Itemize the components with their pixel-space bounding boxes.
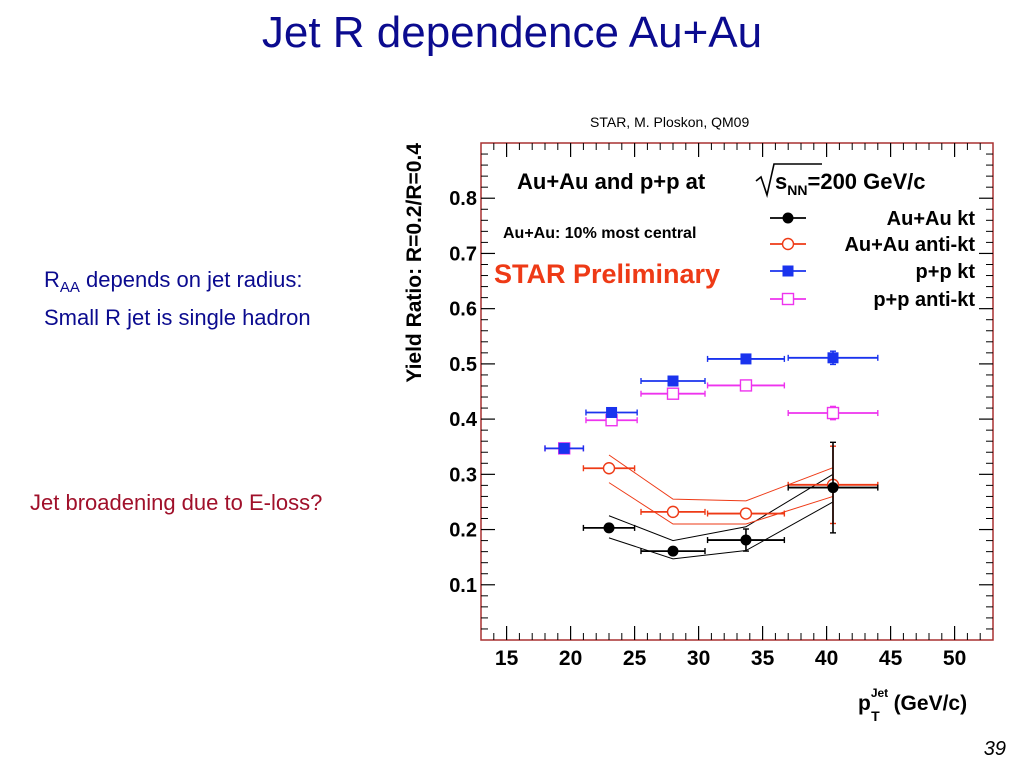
data-point	[667, 545, 679, 557]
plot-title-main: Au+Au and p+p at	[517, 169, 711, 194]
preliminary-label: STAR Preliminary	[494, 259, 720, 289]
y-tick-label: 0.8	[449, 188, 477, 210]
legend-marker	[782, 265, 794, 277]
plot-title-nn: NN	[787, 182, 807, 198]
slide-number: 39	[983, 738, 1006, 760]
x-axis-title-p: p	[858, 692, 871, 715]
x-tick-label: 20	[559, 647, 582, 670]
data-point	[666, 387, 680, 400]
y-axis-title: Yield Ratio: R=0.2/R=0.4	[403, 143, 426, 383]
note-raa-prefix: R	[44, 267, 60, 292]
legend-marker	[782, 212, 794, 224]
centrality-label: Au+Au: 10% most central	[503, 225, 696, 242]
legend-label: Au+Au anti-kt	[844, 234, 975, 256]
plot-title: Au+Au and p+p at sNN=200 GeV/c	[517, 169, 926, 198]
y-tick-label: 0.7	[449, 243, 477, 265]
legend-marker	[781, 292, 795, 306]
series-2	[544, 350, 879, 454]
y-tick-label: 0.2	[449, 520, 477, 542]
y-tick-label: 0.1	[449, 575, 477, 597]
y-tick-label: 0.6	[449, 299, 477, 321]
data-point	[826, 406, 840, 420]
x-axis-title-sup: Jet	[871, 686, 888, 700]
x-axis-title: pJet T (GeV/c)	[858, 686, 967, 724]
sqrt-sign-icon	[755, 163, 822, 198]
data-point	[558, 442, 570, 454]
data-point	[827, 482, 839, 494]
x-tick-label: 15	[495, 647, 519, 670]
legend-label: p+p kt	[916, 261, 976, 283]
data-point	[740, 534, 752, 546]
x-axis-title-unit: (GeV/c)	[888, 692, 967, 715]
note-broadening: Jet broadening due to E-loss?	[30, 490, 323, 515]
x-tick-label: 50	[943, 647, 966, 670]
x-axis-title-sub: T	[871, 708, 880, 724]
data-point	[602, 462, 616, 475]
plot-title-energy: =200 GeV/c	[807, 169, 925, 194]
data-point	[666, 505, 680, 519]
note-raa: RAA depends on jet radius: Small R jet i…	[44, 265, 311, 333]
x-tick-label: 45	[879, 647, 903, 670]
x-tick-label: 35	[751, 647, 775, 670]
x-tick-label: 30	[687, 647, 710, 670]
legend-label: Au+Au kt	[887, 208, 976, 230]
au_antikt-band-upper	[608, 454, 834, 502]
series-3	[544, 379, 879, 455]
series-0	[582, 441, 879, 557]
note-raa-subscript: AA	[59, 279, 80, 296]
y-tick-label: 0.5	[449, 354, 477, 376]
data-point	[739, 507, 753, 520]
x-tick-label: 40	[815, 647, 838, 670]
au_kt-band-upper	[608, 473, 834, 542]
y-tick-label: 0.4	[449, 409, 478, 431]
data-point	[739, 379, 753, 392]
data-point	[606, 406, 618, 418]
data-point	[740, 353, 752, 365]
plot-title-s: s	[775, 169, 787, 194]
au_antikt-band-lower	[608, 482, 834, 525]
credit-label: STAR, M. Ploskon, QM09	[590, 114, 750, 130]
data-point	[603, 522, 615, 534]
legend-marker	[781, 237, 795, 251]
note-small-r: Small R jet is single hadron	[44, 305, 311, 330]
x-tick-label: 25	[623, 647, 647, 670]
data-point	[667, 375, 679, 387]
note-raa-rest: depends on jet radius:	[79, 267, 303, 292]
data-point	[827, 352, 839, 364]
legend-label: p+p anti-kt	[873, 289, 975, 311]
y-tick-label: 0.3	[449, 464, 477, 486]
slide-title: Jet R dependence Au+Au	[261, 8, 763, 57]
